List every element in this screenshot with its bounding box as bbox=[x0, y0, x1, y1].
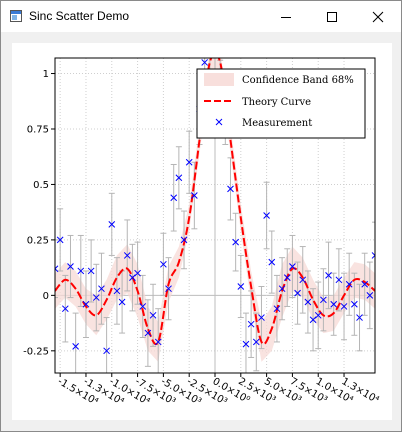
y-tick-label: 1 bbox=[43, 69, 49, 80]
measurement-point bbox=[237, 283, 245, 290]
y-tick-label: 0.75 bbox=[27, 124, 49, 135]
measurement-point bbox=[273, 305, 281, 313]
measurement-point bbox=[320, 296, 327, 304]
measurement-point bbox=[283, 274, 291, 281]
measurement-point bbox=[98, 285, 105, 293]
maximize-button[interactable] bbox=[309, 1, 355, 32]
measurement-point bbox=[129, 274, 136, 281]
measurement-point bbox=[67, 263, 74, 270]
measurement-point bbox=[325, 272, 332, 279]
confidence-band-layer bbox=[55, 58, 375, 362]
minimize-icon bbox=[281, 17, 291, 18]
measurement-point bbox=[335, 276, 343, 284]
y-tick-label: 0.25 bbox=[27, 235, 49, 246]
measurement-point bbox=[294, 289, 301, 297]
measurement-point bbox=[371, 252, 375, 259]
measurement-point bbox=[61, 305, 69, 313]
measurement-point bbox=[252, 338, 260, 346]
close-button[interactable] bbox=[355, 1, 401, 32]
measurement-point bbox=[340, 303, 348, 310]
measurement-point bbox=[92, 294, 100, 301]
measurement-point bbox=[123, 252, 131, 259]
measurement-point bbox=[309, 316, 317, 324]
measurement-point bbox=[351, 300, 358, 308]
y-tick-label: 0.5 bbox=[33, 180, 49, 191]
legend-label-theory: Theory Curve bbox=[242, 97, 311, 108]
measurement-point bbox=[299, 276, 307, 284]
measurement-point bbox=[144, 329, 152, 337]
measurement-point bbox=[134, 269, 141, 277]
measurement-point bbox=[185, 158, 193, 166]
maximize-icon bbox=[327, 12, 337, 22]
confidence-band bbox=[55, 58, 375, 362]
y-tick-label: 0 bbox=[43, 291, 49, 302]
measurement-point bbox=[82, 300, 90, 308]
measurement-point bbox=[289, 263, 296, 270]
measurement-point bbox=[55, 265, 59, 273]
measurement-point bbox=[232, 238, 239, 246]
measurement-point bbox=[103, 347, 110, 355]
measurement-point bbox=[268, 258, 276, 266]
measurement-point bbox=[87, 267, 95, 275]
close-icon bbox=[372, 11, 384, 23]
measurement-point bbox=[330, 300, 338, 308]
title-bar[interactable]: Sinc Scatter Demo bbox=[1, 1, 401, 32]
measurement-point bbox=[345, 280, 353, 288]
measurement-point bbox=[278, 285, 286, 293]
measurement-point bbox=[139, 303, 147, 310]
window-title: Sinc Scatter Demo bbox=[29, 9, 130, 23]
measurement-markers-layer bbox=[55, 59, 375, 355]
legend-measurement-marker bbox=[215, 118, 223, 126]
app-window-icon bbox=[10, 10, 22, 22]
measurement-point bbox=[113, 287, 121, 295]
theory-curve bbox=[55, 58, 375, 346]
measurement-point bbox=[361, 280, 369, 288]
measurement-point bbox=[201, 59, 209, 66]
measurement-point bbox=[108, 221, 116, 228]
y-tick-label: -0.25 bbox=[23, 346, 49, 357]
measurement-point bbox=[180, 236, 188, 244]
measurement-point bbox=[314, 311, 322, 319]
measurement-point bbox=[77, 267, 85, 275]
measurement-point bbox=[149, 311, 157, 319]
measurement-point bbox=[170, 194, 178, 202]
legend: Confidence Band 68% Theory Curve Measure… bbox=[196, 68, 366, 139]
error-bar bbox=[55, 239, 58, 299]
legend-band-swatch bbox=[204, 73, 234, 86]
legend-label-band: Confidence Band 68% bbox=[242, 75, 354, 86]
legend-label-measurement: Measurement bbox=[242, 118, 312, 129]
minimize-button[interactable] bbox=[263, 1, 309, 32]
measurement-point bbox=[72, 343, 79, 350]
measurement-point bbox=[258, 314, 265, 321]
measurement-point bbox=[175, 174, 183, 182]
measurement-point bbox=[118, 298, 126, 306]
measurement-point bbox=[154, 338, 162, 346]
measurement-point bbox=[366, 292, 374, 299]
measurement-point bbox=[356, 314, 363, 321]
measurement-point bbox=[242, 340, 250, 348]
theory-curve-layer bbox=[55, 58, 375, 346]
measurement-point bbox=[304, 298, 312, 306]
measurement-point bbox=[160, 260, 167, 268]
measurement-point bbox=[263, 212, 270, 219]
measurement-point bbox=[165, 285, 172, 293]
measurement-point bbox=[227, 185, 234, 193]
measurement-point bbox=[191, 192, 198, 199]
measurement-point bbox=[247, 320, 255, 328]
measurement-point bbox=[56, 236, 64, 244]
